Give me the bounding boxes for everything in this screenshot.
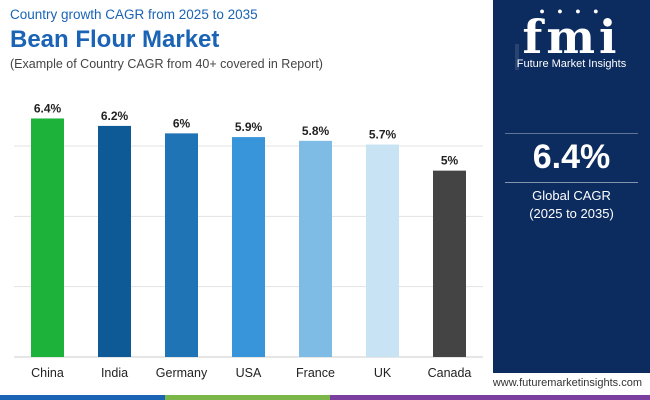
tick-label-france: France	[296, 366, 335, 380]
global-cagr-value: 6.4%	[532, 138, 611, 176]
global-cagr-period: (2025 to 2035)	[529, 206, 614, 221]
brand-name: Future Market Insights	[516, 58, 627, 70]
tick-label-canada: Canada	[428, 366, 472, 380]
bar-usa	[232, 137, 265, 357]
chart-subtitle: Country growth CAGR from 2025 to 2035	[10, 7, 258, 22]
footer-color-bar	[0, 395, 650, 400]
footer-url[interactable]: www.futuremarketinsights.com	[492, 377, 642, 389]
summary-panel: ● ● ● ● fmi Future Market Insights 6.4% …	[493, 0, 650, 373]
fmi-logo: fmi	[522, 10, 621, 64]
tick-label-china: China	[31, 366, 64, 380]
bar-india	[98, 125, 131, 357]
global-cagr-label: Global CAGR	[532, 188, 611, 203]
data-label-uk: 5.7%	[369, 128, 397, 142]
footer-segment-green	[165, 395, 330, 400]
tick-label-germany: Germany	[156, 366, 208, 380]
tick-label-uk: UK	[374, 366, 392, 380]
data-label-india: 6.2%	[101, 109, 129, 123]
tick-label-india: India	[101, 366, 128, 380]
data-label-germany: 6%	[173, 116, 191, 130]
bar-uk	[366, 144, 399, 357]
data-label-usa: 5.9%	[235, 120, 263, 134]
chart-title: Bean Flour Market	[10, 26, 220, 53]
footer-segment-purple	[330, 395, 650, 400]
bar-france	[299, 140, 332, 357]
chart-note: (Example of Country CAGR from 40+ covere…	[10, 57, 323, 71]
data-label-canada: 5%	[441, 154, 459, 168]
panel-divider-top	[505, 133, 638, 134]
panel-divider	[505, 182, 638, 183]
data-label-china: 6.4%	[34, 101, 62, 115]
bar-canada	[433, 170, 466, 357]
panel-decoration	[515, 44, 519, 70]
bar-germany	[165, 133, 198, 357]
footer-segment-blue	[0, 395, 165, 400]
bar-china	[31, 118, 64, 357]
tick-label-usa: USA	[236, 366, 262, 380]
logo-icons: ● ● ● ●	[539, 6, 604, 16]
data-label-france: 5.8%	[302, 124, 330, 138]
